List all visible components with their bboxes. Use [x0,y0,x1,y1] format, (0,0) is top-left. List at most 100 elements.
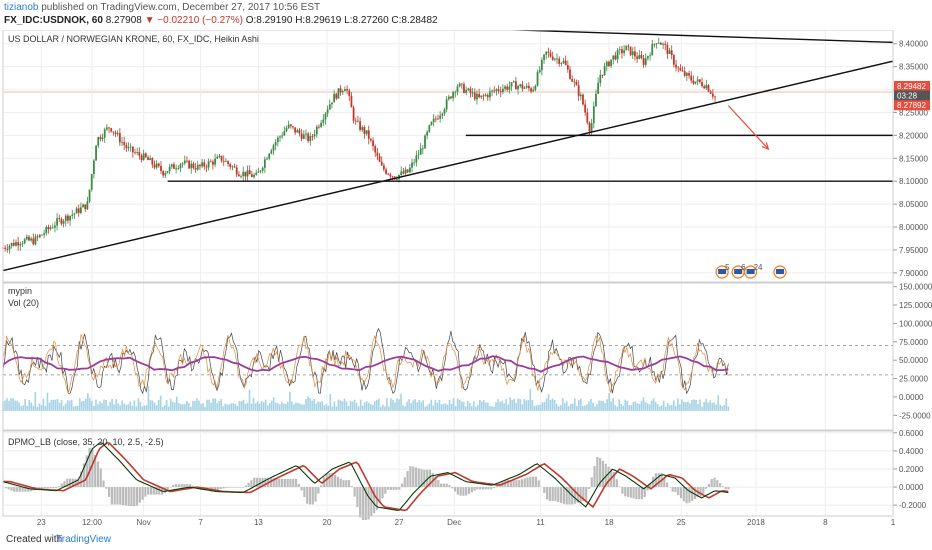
candle-body [235,167,238,175]
dpmo-hist-bar [392,487,395,490]
volume-bar [456,398,459,411]
chart-header: tizianob published on TradingView.com, D… [0,0,932,30]
candle-body [259,170,262,172]
trendline[interactable] [337,30,894,44]
volume-bar [305,399,307,411]
volume-bar [626,400,629,411]
volume-bar [323,405,326,411]
author-link[interactable]: tizianob [4,2,39,13]
candle-body [261,167,264,171]
candle-body [599,74,602,83]
volume-bar [80,401,83,411]
dpmo-hist-bar [141,487,144,500]
dpmo-hist-bar [18,487,21,492]
candle-body [99,137,102,140]
volume-bar [145,405,148,411]
volume-bar [143,405,146,411]
volume-bar [307,396,309,411]
volume-bar [131,405,134,411]
dpmo-hist-bar [426,469,429,488]
volume-bar [371,404,374,411]
candle-body [305,133,307,135]
volume-bar [573,398,576,411]
volume-bar [266,405,269,411]
candle-body [491,90,493,92]
dpmo-hist-bar [353,487,356,497]
candle-body [86,201,89,210]
volume-bar [44,405,47,411]
volume-bar [527,399,530,411]
candle-body [452,92,455,99]
candle-body [605,61,608,67]
volume-bar [121,400,124,411]
candle-body [421,148,424,150]
volume-bar [66,400,69,411]
event-markers[interactable]: 5 6 24 [715,263,787,279]
volume-bar [341,401,344,411]
dpmo-hist-bar [716,480,719,488]
low-label: L: [344,15,353,26]
volume-bar [509,397,511,411]
chart-canvas[interactable]: 8.400008.350008.300008.250008.200008.150… [0,30,932,530]
volume-bar [12,398,14,411]
candle-body [348,90,351,97]
price-tick-label: 8.40000 [899,40,928,49]
volume-bar [24,398,27,411]
candle-body [467,88,470,91]
candle-body [575,82,578,86]
dpmo-hist-bar [671,487,674,492]
candle-body [339,88,342,93]
volume-bar [46,392,49,411]
candle-body [404,169,407,174]
dpmo-hist-bar [398,487,401,490]
osc-moving-average [2,355,729,373]
candle-body [376,152,379,157]
candle-body [439,115,442,119]
volume-bar [470,406,473,411]
arrow-head[interactable] [761,142,770,151]
volume-bar [590,398,592,411]
dpmo-hist-bar [384,487,387,494]
volume-bar [297,402,299,411]
price-axis[interactable]: 8.400008.350008.300008.250008.200008.150… [893,40,930,278]
candle-body [231,166,234,168]
candle-body [705,85,708,89]
candle-body [138,151,141,156]
dpmo-hist-bar [582,487,585,501]
candle-body [337,88,340,99]
dpmo-hist-bar [649,483,652,488]
dpmo-hist-bar [532,476,535,488]
volume-bar [208,399,210,411]
candle-body [192,163,195,168]
dpmo-hist-bar [155,487,158,495]
volume-bar [563,403,566,411]
candle-body [203,162,206,167]
volume-bar [175,396,178,411]
candle-body [153,164,156,168]
dpmo-hist-bar [359,487,362,518]
volume-bar [600,400,602,411]
candle-body [588,122,591,132]
dpmo-hist-bar [638,487,641,500]
arrow-shaft[interactable] [727,105,769,150]
drawing-annotations[interactable] [2,30,894,272]
volume-bar [111,398,113,411]
volume-bar [155,405,158,411]
candle-body [495,89,498,91]
dpmo-hist-bar [551,487,554,501]
candle-body [614,55,617,60]
candle-body [28,236,30,241]
time-axis[interactable]: 23 12:00 Nov 7 13 20 27 Dec 11 18 25 2018 8 1 [37,518,896,527]
candle-body [84,204,87,210]
volume-bar [32,405,35,411]
trendline[interactable] [2,60,894,272]
candle-body [653,44,656,45]
candle-body [250,174,253,177]
volume-bar [630,405,633,411]
volume-bar [664,406,667,411]
volume-bar [537,404,540,411]
candle-body [367,130,370,139]
tradingview-brand[interactable]: TradingView [56,534,112,545]
time-tick-label: 13 [254,518,263,527]
dpmo-hist-bar [467,487,471,494]
